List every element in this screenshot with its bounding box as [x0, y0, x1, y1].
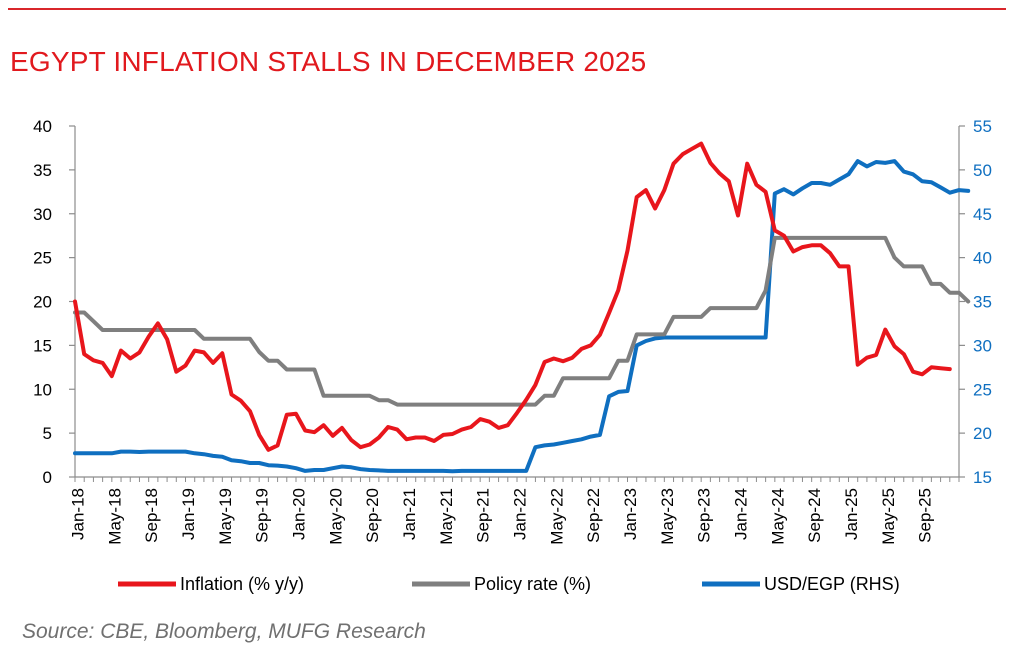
page-title: EGYPT INFLATION STALLS IN DECEMBER 2025: [10, 46, 647, 77]
x-tick-label: Sep-24: [805, 488, 824, 543]
left-y-tick-label: 15: [33, 336, 52, 355]
legend-policy-rate-label: Policy rate (%): [474, 574, 591, 594]
right-y-tick-label: 50: [973, 161, 992, 180]
right-y-tick-label: 30: [973, 336, 992, 355]
x-tick-label: May-25: [879, 488, 898, 545]
x-tick-label: Jan-21: [400, 488, 419, 540]
x-tick-label: Jan-23: [621, 488, 640, 540]
left-y-tick-label: 0: [43, 468, 52, 487]
x-tick-label: Jan-19: [179, 488, 198, 540]
x-tick-label: Sep-22: [584, 488, 603, 543]
x-tick-label: Sep-21: [474, 488, 493, 543]
x-tick-label: Sep-23: [695, 488, 714, 543]
x-tick-label: Sep-20: [363, 488, 382, 543]
left-y-tick-label: 25: [33, 249, 52, 268]
x-tick-label: Sep-18: [142, 488, 161, 543]
legend-inflation-label: Inflation (% y/y): [180, 574, 304, 594]
legend-usd-egp-label: USD/EGP (RHS): [764, 574, 900, 594]
x-tick-label: Jan-18: [68, 488, 87, 540]
x-tick-label: May-23: [658, 488, 677, 545]
source-note: Source: CBE, Bloomberg, MUFG Research: [22, 620, 426, 643]
top-rule: [8, 8, 1006, 10]
x-tick-label: May-20: [326, 488, 345, 545]
x-tick-label: Sep-19: [253, 488, 272, 543]
right-y-tick-label: 20: [973, 424, 992, 443]
usd-egp-series-line: [73, 159, 971, 474]
right-y-tick-label: 25: [973, 380, 992, 399]
right-y-tick-label: 35: [973, 293, 992, 312]
x-tick-label: Jan-24: [731, 488, 750, 540]
left-y-tick-label: 5: [43, 424, 52, 443]
right-y-tick-label: 40: [973, 249, 992, 268]
right-y-tick-label: 15: [973, 468, 992, 487]
x-tick-label: Jan-25: [842, 488, 861, 540]
x-tick-label: May-22: [547, 488, 566, 545]
left-y-tick-label: 40: [33, 117, 52, 136]
right-y-tick-label: 55: [973, 117, 992, 136]
x-tick-label: May-21: [437, 488, 456, 545]
left-y-tick-label: 35: [33, 161, 52, 180]
x-tick-label: May-24: [768, 488, 787, 545]
right-y-tick-label: 45: [973, 205, 992, 224]
x-tick-label: May-18: [105, 488, 124, 545]
x-tick-label: Jan-20: [289, 488, 308, 540]
x-tick-label: Sep-25: [916, 488, 935, 543]
x-tick-label: Jan-22: [510, 488, 529, 540]
inflation-series-line: [73, 141, 952, 452]
x-tick-label: May-19: [216, 488, 235, 545]
left-y-tick-label: 30: [33, 205, 52, 224]
left-y-tick-label: 20: [33, 293, 52, 312]
left-y-tick-label: 10: [33, 380, 52, 399]
policy-rate-series-line: [73, 235, 971, 407]
